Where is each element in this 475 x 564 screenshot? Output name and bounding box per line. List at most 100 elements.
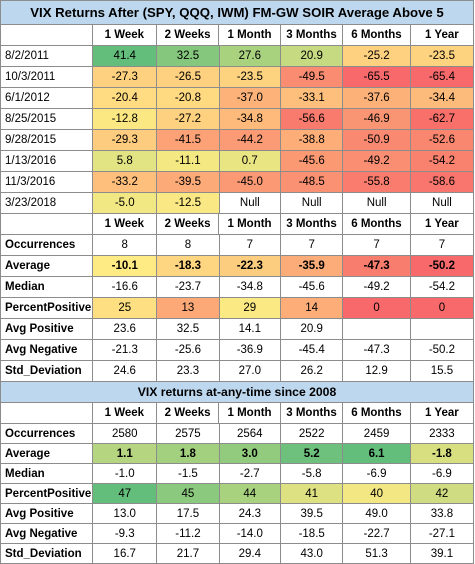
baseline-stat-cell: 24.3 [219, 504, 282, 523]
subtitle-row: VIX returns at-any-time since 2008 [1, 382, 474, 403]
signal-stat-cell: -35.9 [281, 256, 344, 276]
signal-stat-cell: 23.6 [93, 319, 158, 339]
baseline-stat-row-label: Median [1, 464, 94, 483]
baseline-stat-cell: 51.3 [343, 544, 411, 563]
signal-cell: Null [219, 193, 282, 213]
top-header-2: 2 Weeks [156, 25, 220, 45]
baseline-stat-cell: -9.3 [93, 524, 158, 543]
signal-stat-cell: -25.6 [157, 340, 220, 360]
signal-stat-cell: -18.3 [157, 256, 220, 276]
signal-stat-cell: -22.3 [219, 256, 282, 276]
baseline-stat-row-label: Avg Negative [1, 524, 94, 543]
baseline-stat-cell: -6.9 [410, 464, 475, 483]
signal-cell: -49.5 [281, 67, 344, 87]
baseline-stat-cell: 44 [219, 484, 282, 503]
baseline-stat-cell: 2522 [281, 424, 344, 443]
signal-stat-cell: 26.2 [281, 361, 344, 381]
signal-stat-cell: -47.3 [343, 256, 411, 276]
signal-cell: -58.6 [410, 172, 475, 192]
signal-cell: -45.6 [281, 151, 344, 171]
table-row: Avg Positive 23.6 32.5 14.1 20.9 [1, 319, 475, 340]
signal-stat-cell: 8 [93, 235, 158, 255]
column-header-row-baseline: 1 Week 2 Weeks 1 Month 3 Months 6 Months 1 Ye… [1, 403, 475, 424]
signal-stat-cell: 27.0 [219, 361, 282, 381]
signal-stat-cell: 7 [219, 235, 282, 255]
table-row: Median -16.6 -23.7 -34.8 -45.6 -49.2 -54.2 [1, 277, 475, 298]
title-row: VIX Returns After (SPY, QQQ, IWM) FM-GW … [1, 1, 474, 25]
signal-stat-cell: -50.2 [410, 340, 475, 360]
table-row: PercentPositive 25 13 29 14 0 0 [1, 298, 475, 319]
signal-row-label: 11/3/2016 [1, 172, 94, 192]
signal-row-label: 1/13/2016 [1, 151, 94, 171]
signal-stat-cell: 14 [281, 298, 344, 318]
signal-stat-cell: -54.2 [410, 277, 475, 297]
signal-stats-corner-cell [1, 214, 93, 234]
baseline-stat-cell: 6.1 [343, 444, 411, 463]
signal-stat-row-label: Median [1, 277, 94, 297]
baseline-stat-cell: -1.8 [410, 444, 475, 463]
table-title: VIX Returns After (SPY, QQQ, IWM) FM-GW … [1, 1, 474, 24]
top-header-4: 3 Months [280, 25, 344, 45]
signal-cell: -38.8 [281, 130, 344, 150]
signal-cell: -65.4 [410, 67, 475, 87]
signal-stat-cell: 7 [410, 235, 475, 255]
signal-cell: 41.4 [93, 46, 158, 66]
signal-stats-header-3: 1 Month [219, 214, 281, 234]
baseline-stat-cell: 40 [343, 484, 411, 503]
signal-cell: -46.9 [343, 109, 411, 129]
signal-row-label: 3/23/2018 [1, 193, 94, 213]
baseline-stat-cell: 29.4 [219, 544, 282, 563]
signal-stat-row-label: Std_Deviation [1, 361, 94, 381]
signal-stat-cell [410, 319, 475, 339]
signal-stat-cell: -49.2 [343, 277, 411, 297]
baseline-stat-cell: -14.0 [219, 524, 282, 543]
top-header-6: 1 Year [410, 25, 475, 45]
baseline-header-1: 1 Week [92, 403, 157, 423]
signal-cell: -62.7 [410, 109, 475, 129]
table-row: 10/3/2011 -27.3 -26.5 -23.5 -49.5 -65.5 -65.4 [1, 67, 475, 88]
signal-cell: -41.5 [157, 130, 220, 150]
column-header-row-repeat: 1 Week 2 Weeks 1 Month 3 Months 6 Months 1 Ye… [1, 214, 475, 235]
signal-cell: -23.5 [410, 46, 475, 66]
signal-cell: Null [410, 193, 475, 213]
signal-stat-cell: 14.1 [219, 319, 282, 339]
table-row: 8/25/2015 -12.8 -27.2 -34.8 -56.6 -46.9 -62.7 [1, 109, 475, 130]
signal-cell: 32.5 [157, 46, 220, 66]
baseline-stat-row-label: Std_Deviation [1, 544, 94, 563]
signal-stats-header-6: 1 Year [410, 214, 475, 234]
signal-stat-cell [343, 319, 411, 339]
signal-stats-header-5: 6 Months [343, 214, 411, 234]
baseline-header-2: 2 Weeks [156, 403, 220, 423]
baseline-stat-cell: 16.7 [93, 544, 158, 563]
signal-cell: -48.5 [281, 172, 344, 192]
baseline-stat-cell: 2580 [93, 424, 158, 443]
baseline-stat-cell: 39.1 [410, 544, 475, 563]
signal-cell: -34.8 [219, 109, 282, 129]
signal-cell: 0.7 [219, 151, 282, 171]
signal-row-label: 9/28/2015 [1, 130, 94, 150]
signal-stat-cell: 12.9 [343, 361, 411, 381]
baseline-corner-cell [1, 403, 93, 423]
signal-cell: -27.3 [93, 67, 158, 87]
column-header-row: 1 Week 2 Weeks 1 Month 3 Months 6 Months 1 Ye… [1, 25, 475, 46]
signal-stat-cell: -34.8 [219, 277, 282, 297]
signal-row-label: 6/1/2012 [1, 88, 94, 108]
baseline-stat-cell: 2564 [219, 424, 282, 443]
baseline-stat-cell: 2575 [157, 424, 220, 443]
table-row: 9/28/2015 -29.3 -41.5 -44.2 -38.8 -50.9 -52.6 [1, 130, 475, 151]
table-row: Occurrences 8 8 7 7 7 7 [1, 235, 475, 256]
signal-stat-cell: -50.2 [410, 256, 475, 276]
baseline-header-4: 3 Months [280, 403, 344, 423]
signal-stat-row-label: Avg Positive [1, 319, 94, 339]
table-row: 3/23/2018 -5.0 -12.5 Null Null Null Null [1, 193, 475, 214]
baseline-stat-row-label: Avg Positive [1, 504, 94, 523]
baseline-stat-cell: 5.2 [281, 444, 344, 463]
signal-stat-row-label: PercentPositive [1, 298, 94, 318]
baseline-header-6: 1 Year [410, 403, 475, 423]
table-row: Occurrences 2580 2575 2564 2522 2459 2333 [1, 424, 475, 444]
signal-row-label: 10/3/2011 [1, 67, 94, 87]
table-row: Avg Positive 13.0 17.5 24.3 39.5 49.0 33.8 [1, 504, 475, 524]
baseline-header-5: 6 Months [343, 403, 411, 423]
table-row: PercentPositive 47 45 44 41 40 42 [1, 484, 475, 504]
signal-stats-header-4: 3 Months [280, 214, 344, 234]
